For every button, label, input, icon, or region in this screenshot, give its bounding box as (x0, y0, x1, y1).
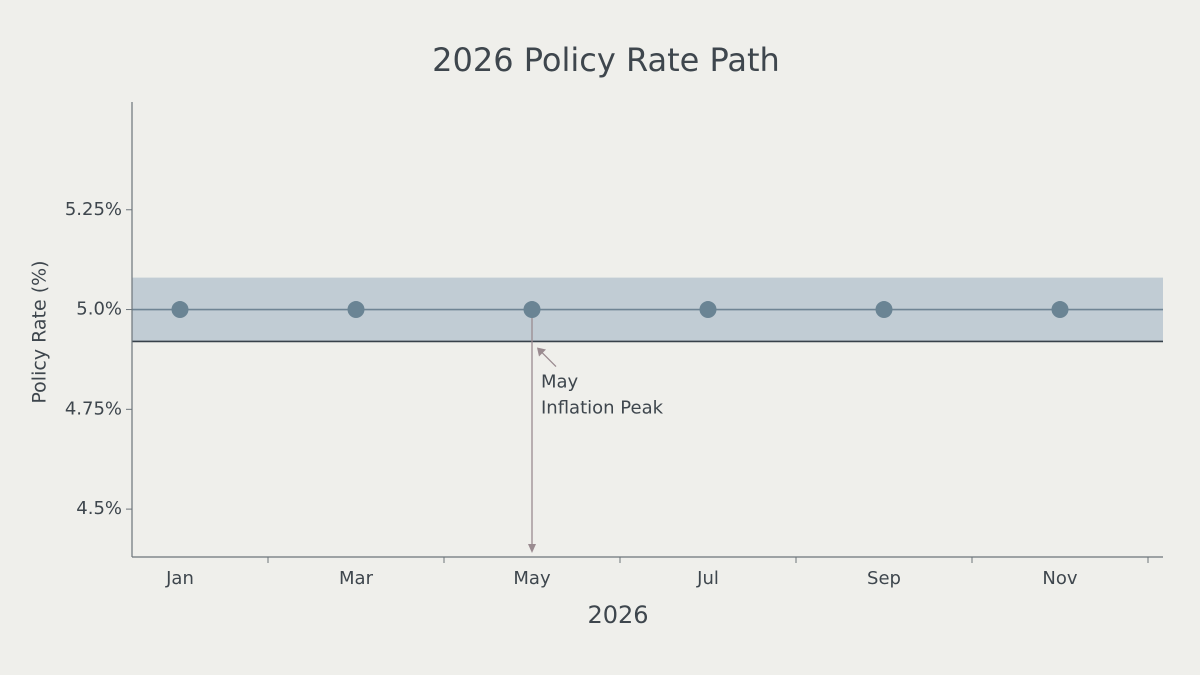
x-tick-label: Nov (1042, 568, 1077, 589)
x-tick-label: Jul (696, 568, 719, 589)
annotation-arrowhead (528, 544, 536, 553)
point (171, 301, 189, 319)
y-axis-label: Policy Rate (%) (29, 260, 51, 403)
y-tick-label: 5.0% (76, 299, 122, 320)
x-axis-label: 2026 (587, 601, 648, 629)
x-tick-label: Jan (165, 568, 194, 589)
annotation-text: Inflation Peak (541, 398, 664, 419)
x-tick-label: May (513, 568, 551, 589)
point (523, 301, 541, 319)
point (347, 301, 365, 319)
point (875, 301, 893, 319)
y-tick-label: 4.5% (76, 498, 122, 519)
x-tick-label: Mar (339, 568, 374, 589)
point (1051, 301, 1069, 319)
y-tick-label: 5.25% (65, 199, 122, 220)
chart-title: 2026 Policy Rate Path (432, 41, 780, 79)
point (699, 301, 717, 319)
annotation-text: May (541, 372, 579, 393)
y-tick-label: 4.75% (65, 398, 122, 419)
x-tick-label: Sep (867, 568, 901, 589)
annotation-pointer-head (537, 347, 546, 357)
